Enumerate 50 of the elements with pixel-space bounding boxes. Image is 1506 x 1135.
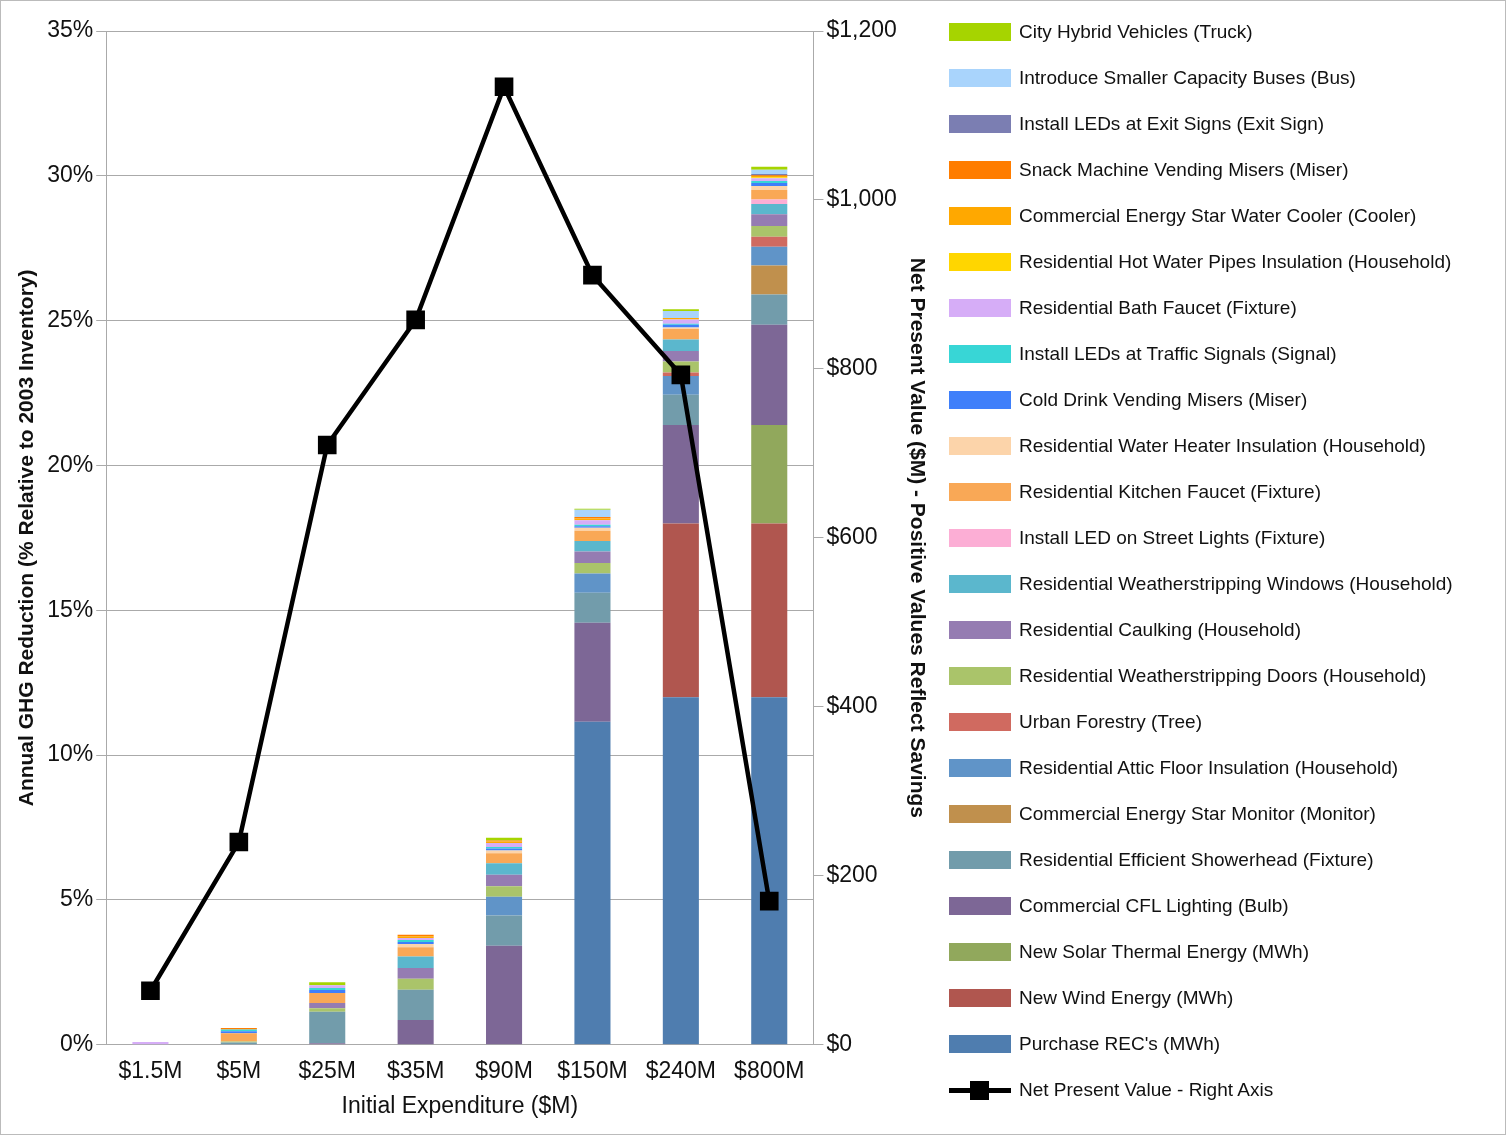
y2-tick-label: $600: [826, 523, 878, 550]
y2-tick-label: $1,200: [826, 16, 897, 43]
x-tick-label: $25M: [298, 1056, 357, 1083]
x-axis-title: Initial Expenditure ($M): [341, 1091, 579, 1118]
legend-label: Install LEDs at Traffic Signals (Signal): [1019, 343, 1337, 365]
y-tick-label: 20%: [47, 450, 94, 477]
y2-tick-label: $0: [826, 1030, 853, 1057]
y-tick-label: 30%: [47, 161, 94, 188]
y-tick-label: 35%: [47, 16, 94, 43]
legend-label: Residential Kitchen Faucet (Fixture): [1019, 481, 1322, 503]
legend-label: Install LED on Street Lights (Fixture): [1019, 527, 1326, 549]
legend-label: Residential Water Heater Insulation (Household): [1019, 435, 1426, 457]
y2-tick-label: $1,000: [826, 185, 897, 212]
legend-label: Commercial Energy Star Monitor (Monitor): [1019, 803, 1376, 825]
y2-tick-label: $200: [826, 861, 878, 888]
legend-label: Snack Machine Vending Misers (Miser): [1019, 159, 1349, 181]
legend-label: New Solar Thermal Energy (MWh): [1019, 941, 1310, 963]
legend-label: Residential Caulking (Household): [1019, 619, 1301, 641]
y-tick-label: 10%: [47, 740, 94, 767]
legend-label: Residential Hot Water Pipes Insulation (Household): [1019, 251, 1452, 273]
y-axis-title: Annual GHG Reduction (% Relative to 2003 Inventory): [14, 269, 38, 807]
legend-label: Urban Forestry (Tree): [1019, 711, 1202, 733]
x-tick-label: $35M: [386, 1056, 445, 1083]
legend-label: Residential Weatherstripping Doors (Household): [1019, 665, 1427, 687]
x-tick-label: $240M: [645, 1056, 717, 1083]
x-tick-label: $150M: [557, 1056, 628, 1083]
legend-label: Introduce Smaller Capacity Buses (Bus): [1019, 67, 1356, 89]
legend-label: Residential Attic Floor Insulation (Household): [1019, 757, 1399, 779]
y-tick-label: 5%: [59, 885, 94, 912]
y-tick-label: 25%: [47, 306, 94, 332]
legend-label: Install LEDs at Exit Signs (Exit Sign): [1019, 113, 1325, 135]
y2-tick-label: $800: [826, 354, 878, 381]
legend-label: New Wind Energy (MWh): [1019, 987, 1234, 1009]
legend-label: City Hybrid Vehicles (Truck): [1019, 21, 1253, 43]
x-tick-label: $1.5M: [118, 1056, 183, 1083]
y2-axis-title: Net Present Value ($M) - Positive Values Reflect Savings: [906, 257, 930, 819]
legend-label: Cold Drink Vending Misers (Miser): [1019, 389, 1308, 411]
legend-label: Purchase REC's (MWh): [1019, 1033, 1221, 1055]
x-tick-label: $5M: [216, 1056, 262, 1083]
y-tick-label: 0%: [59, 1030, 94, 1057]
legend-label: Commercial Energy Star Water Cooler (Cooler): [1019, 205, 1417, 227]
legend-label: Commercial CFL Lighting (Bulb): [1019, 895, 1289, 917]
legend-label: Residential Bath Faucet (Fixture): [1019, 297, 1297, 319]
legend-label: Residential Efficient Showerhead (Fixture): [1019, 849, 1374, 871]
legend-label: Net Present Value - Right Axis: [1019, 1079, 1274, 1101]
x-tick-label: $800M: [734, 1056, 805, 1083]
y-tick-label: 15%: [47, 595, 94, 622]
legend-label: Residential Weatherstripping Windows (Household): [1019, 573, 1453, 595]
y2-tick-label: $400: [826, 692, 878, 719]
x-tick-label: $90M: [475, 1056, 533, 1083]
